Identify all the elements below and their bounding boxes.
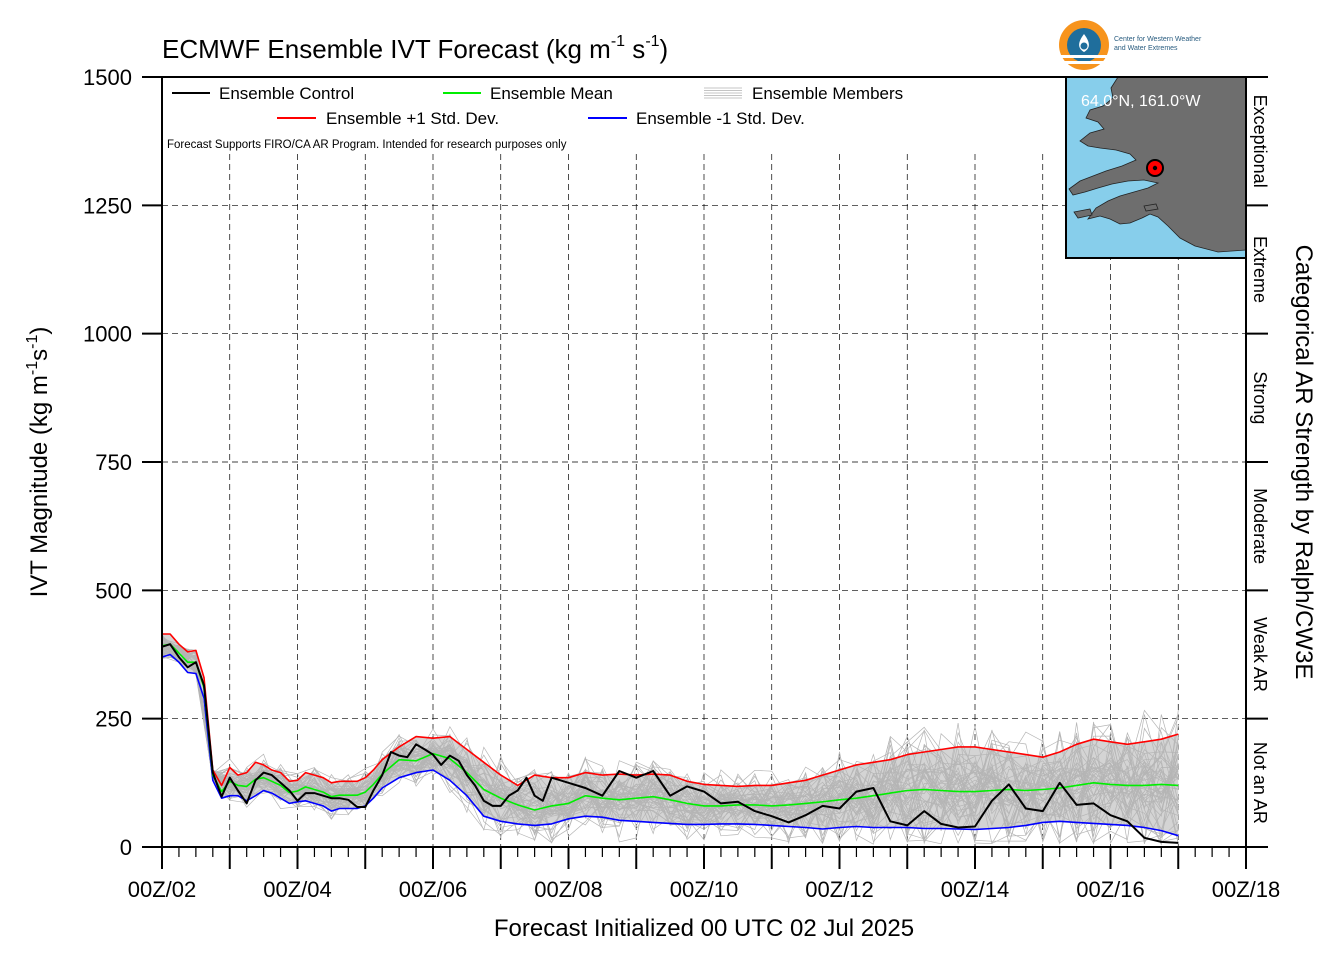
category-label: Extreme <box>1250 236 1270 303</box>
y-tick-label: 1000 <box>83 322 132 347</box>
legend-label-members: Ensemble Members <box>752 84 903 103</box>
ensemble-member-line <box>161 644 1179 841</box>
ensemble-member-line <box>161 650 1179 844</box>
right-axis-title: Categorical AR Strength by Ralph/CW3E <box>1290 245 1317 680</box>
series-line-ensemble-mean <box>161 643 1179 811</box>
legend-label-plus-std: Ensemble +1 Std. Dev. <box>326 109 499 128</box>
legend-label-minus-std: Ensemble -1 Std. Dev. <box>636 109 805 128</box>
ensemble-members <box>161 634 1179 846</box>
category-label: Weak AR <box>1250 617 1270 692</box>
research-note: Forecast Supports FIRO/CA AR Program. In… <box>167 139 567 151</box>
x-axis-title: Forecast Initialized 00 UTC 02 Jul 2025 <box>494 915 914 942</box>
std-dev-band <box>162 634 1179 836</box>
y-tick-label: 1500 <box>83 65 132 90</box>
y-axis-title: IVT Magnitude (kg m-1s-1) <box>24 327 53 598</box>
x-tick-label: 00Z/08 <box>534 877 603 902</box>
series-line-ensemble-1-std-dev- <box>162 633 1179 788</box>
ensemble-member-line <box>161 652 1179 844</box>
x-tick-label: 00Z/16 <box>1076 877 1145 902</box>
legend-swatch-members <box>704 87 742 99</box>
x-tick-label: 00Z/06 <box>399 877 468 902</box>
x-tick-label: 00Z/10 <box>670 877 739 902</box>
category-label: Moderate <box>1250 488 1270 564</box>
y-tick-label: 0 <box>120 835 132 860</box>
y-tick-label: 750 <box>95 450 132 475</box>
x-tick-label: 00Z/12 <box>805 877 874 902</box>
series-line-ensemble-control <box>161 643 1179 844</box>
grid-lines <box>162 154 1246 847</box>
x-tick-label: 00Z/18 <box>1212 877 1281 902</box>
series-lines <box>161 633 1179 844</box>
chart-title: ECMWF Ensemble IVT Forecast (kg m-1 s-1) <box>162 33 668 64</box>
logo-text-line2: and Water Extremes <box>1114 45 1178 52</box>
category-label: Exceptional <box>1250 95 1270 188</box>
category-label: Not an AR <box>1250 742 1270 824</box>
x-tick-label: 00Z/14 <box>941 877 1010 902</box>
category-label: Strong <box>1250 371 1270 424</box>
y-tick-label: 1250 <box>83 193 132 218</box>
location-inset-map: 64.0°N, 161.0°W <box>1065 76 1247 259</box>
legend-label-control: Ensemble Control <box>219 84 354 103</box>
ensemble-member-line <box>161 636 1179 844</box>
y-tick-label: 250 <box>95 707 132 732</box>
legend-label-mean: Ensemble Mean <box>490 84 613 103</box>
ensemble-member-line <box>161 648 1179 838</box>
cw3e-logo: Center for Western Weather and Water Ext… <box>1059 20 1202 70</box>
x-tick-label: 00Z/02 <box>128 877 197 902</box>
y-tick-label: 500 <box>95 578 132 603</box>
x-tick-label: 00Z/04 <box>263 877 332 902</box>
series-line-ensemble-1-std-dev- <box>161 653 1179 837</box>
ensemble-member-line <box>161 645 1179 829</box>
logo-text-line1: Center for Western Weather <box>1114 36 1202 43</box>
inset-coordinate-label: 64.0°N, 161.0°W <box>1081 93 1201 110</box>
legend: Ensemble Control Ensemble Mean Ensemble … <box>167 84 903 151</box>
axes: 0 250 500 750 1000 1250 1500 Not an AR Weak AR Mo… <box>83 65 1280 902</box>
